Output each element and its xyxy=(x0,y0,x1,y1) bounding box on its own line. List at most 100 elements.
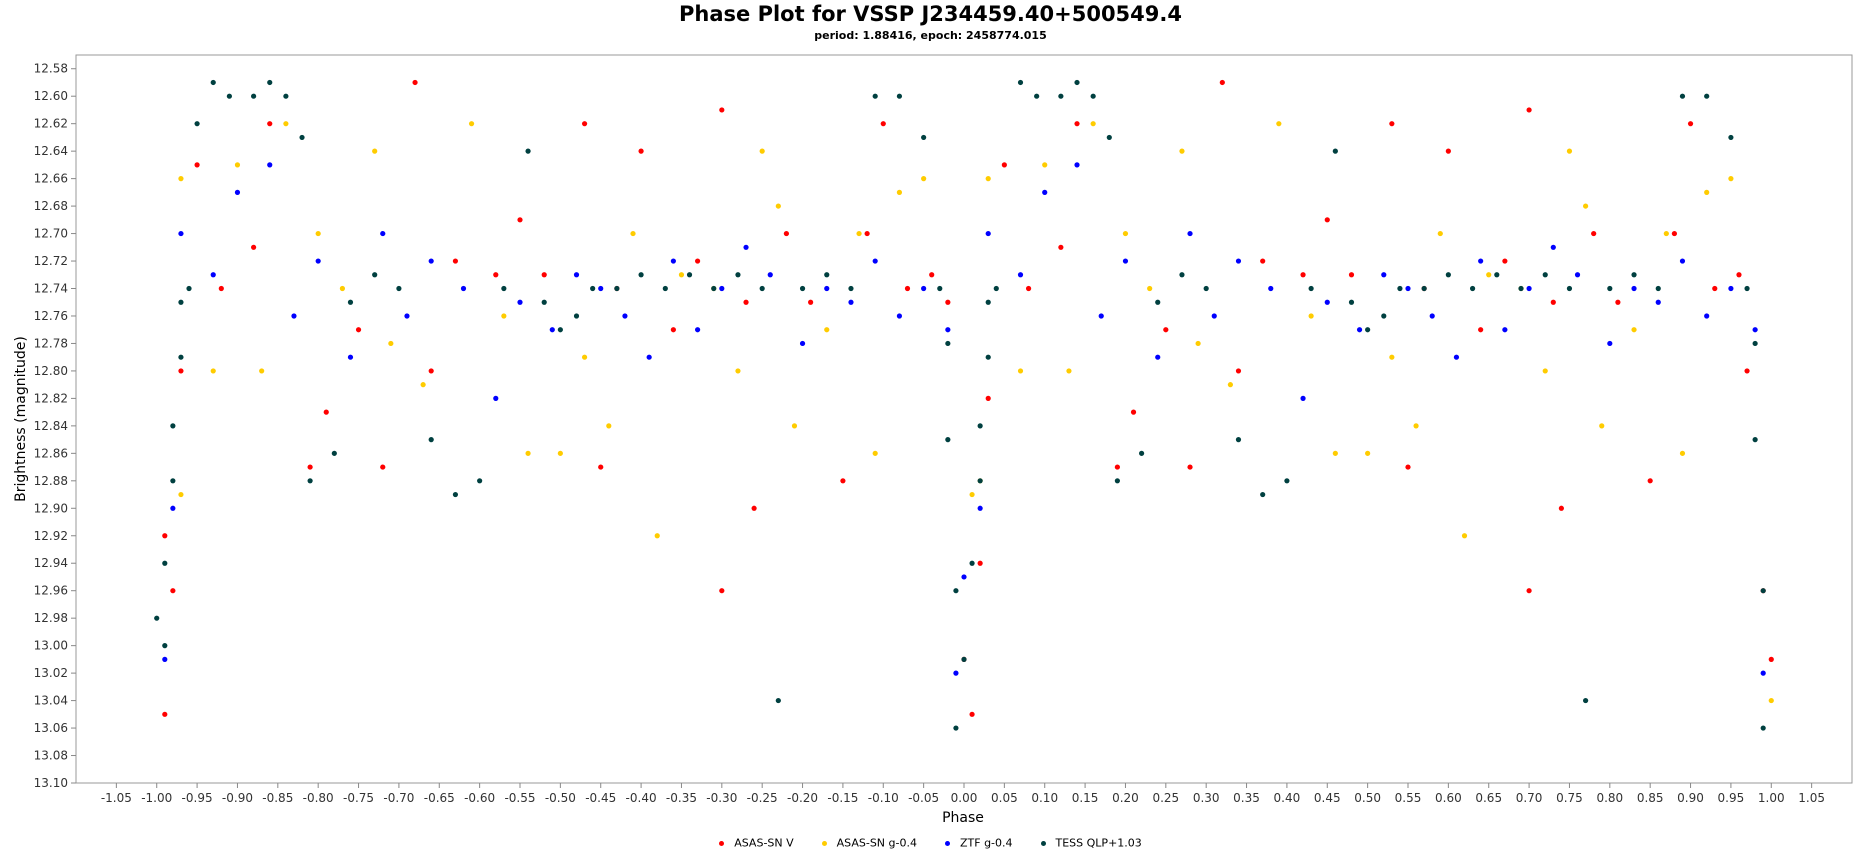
data-point xyxy=(1728,176,1734,182)
data-point xyxy=(1631,327,1637,333)
data-point xyxy=(1405,285,1411,292)
x-tick-label: -0.60 xyxy=(464,791,495,805)
data-point xyxy=(267,121,273,127)
data-point xyxy=(848,299,854,305)
data-point xyxy=(1445,148,1451,154)
x-tick-label: 0.70 xyxy=(1516,791,1543,805)
data-point xyxy=(678,272,685,278)
y-tick-label: 12.64 xyxy=(34,144,68,158)
data-point xyxy=(283,93,289,99)
x-tick-label: 0.05 xyxy=(991,791,1018,805)
data-point xyxy=(783,230,790,237)
data-point xyxy=(493,395,499,401)
y-tick-label: 12.62 xyxy=(34,117,68,131)
data-point xyxy=(1235,437,1242,443)
x-tick-label: -0.95 xyxy=(182,791,213,805)
data-point xyxy=(1526,285,1532,292)
data-point xyxy=(1074,162,1080,168)
data-point xyxy=(1704,313,1710,319)
y-tick-label: 12.92 xyxy=(34,529,68,543)
plot-area xyxy=(75,54,1853,784)
data-point xyxy=(1098,313,1104,319)
data-point xyxy=(1017,79,1024,86)
x-tick-label: -0.70 xyxy=(383,791,414,805)
x-tick-label: 0.85 xyxy=(1637,791,1664,805)
data-point xyxy=(799,340,806,347)
legend-label: ASAS-SN V xyxy=(734,836,794,850)
legend-marker xyxy=(719,840,725,846)
data-point xyxy=(581,121,588,127)
data-point xyxy=(251,244,257,250)
data-point xyxy=(1389,354,1395,360)
data-point xyxy=(1365,327,1371,333)
points-layer xyxy=(154,79,1774,731)
chart-subtitle: period: 1.88416, epoch: 2458774.015 xyxy=(814,29,1047,42)
data-point xyxy=(1744,368,1750,374)
y-tick-label: 12.70 xyxy=(34,227,68,241)
x-tick-label: 0.65 xyxy=(1475,791,1502,805)
x-tick-label: 0.90 xyxy=(1677,791,1704,805)
x-axis-label: Phase xyxy=(942,810,984,826)
data-point xyxy=(695,258,701,264)
data-point xyxy=(1655,299,1661,305)
data-point xyxy=(573,313,580,319)
data-point xyxy=(808,299,814,305)
data-point xyxy=(880,121,886,127)
data-point xyxy=(1736,272,1742,278)
data-point xyxy=(1195,340,1201,347)
data-point xyxy=(541,299,547,305)
data-point xyxy=(614,285,620,292)
y-tick-label: 13.04 xyxy=(34,694,68,708)
data-point xyxy=(259,368,265,374)
data-point xyxy=(1550,244,1556,250)
x-tick-label: 0.40 xyxy=(1274,791,1301,805)
data-point xyxy=(1163,327,1169,333)
data-point xyxy=(719,285,725,292)
data-point xyxy=(638,272,644,278)
data-point xyxy=(307,478,313,484)
data-point xyxy=(501,313,507,319)
legend-item: ASAS-SN V xyxy=(719,836,794,850)
data-point xyxy=(921,134,927,141)
data-point xyxy=(848,285,854,292)
y-tick-label: 12.78 xyxy=(34,336,68,350)
y-tick-label: 12.94 xyxy=(34,556,68,570)
y-tick-label: 12.88 xyxy=(34,474,68,488)
data-point xyxy=(1381,272,1387,278)
data-point xyxy=(937,285,943,292)
data-point xyxy=(711,285,717,292)
data-point xyxy=(1324,299,1330,305)
data-point xyxy=(226,93,232,99)
data-point xyxy=(380,464,386,470)
data-point xyxy=(743,299,749,305)
data-point xyxy=(1025,285,1032,292)
data-point xyxy=(388,340,394,347)
data-point xyxy=(1332,450,1338,456)
data-point xyxy=(1687,121,1694,127)
x-tick-label: -0.30 xyxy=(706,791,737,805)
data-point xyxy=(1574,272,1581,278)
data-point xyxy=(735,272,741,278)
data-point xyxy=(347,354,354,360)
data-point xyxy=(1631,285,1637,292)
data-point xyxy=(234,162,241,168)
data-point xyxy=(525,450,531,456)
x-tick-label: 0.95 xyxy=(1718,791,1745,805)
data-point xyxy=(1114,464,1120,470)
data-point xyxy=(1397,285,1403,292)
data-point xyxy=(1663,230,1669,237)
data-point xyxy=(1461,533,1468,539)
data-point xyxy=(1760,725,1766,731)
data-point xyxy=(961,574,967,580)
data-point xyxy=(1679,450,1686,456)
data-point xyxy=(670,258,676,264)
data-point xyxy=(969,491,975,498)
data-point xyxy=(162,656,168,662)
y-tick-label: 12.76 xyxy=(34,309,68,323)
data-point xyxy=(1607,340,1613,347)
y-tick-label: 12.84 xyxy=(34,419,68,433)
data-point xyxy=(162,560,168,566)
data-point xyxy=(1486,272,1492,278)
data-point xyxy=(953,670,959,676)
data-point xyxy=(1332,148,1338,154)
